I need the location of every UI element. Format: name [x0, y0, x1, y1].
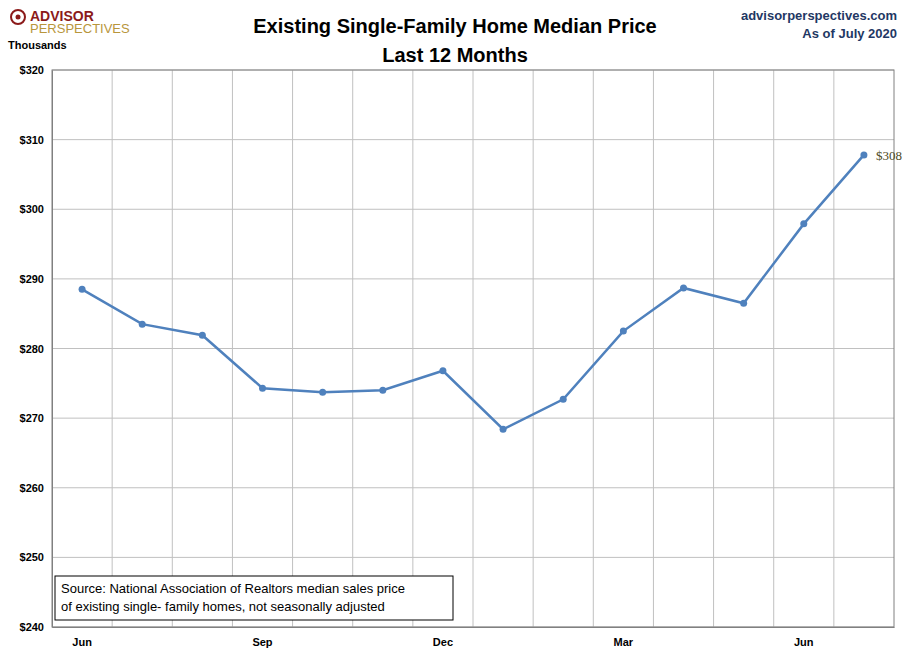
- x-grid-line: [473, 70, 474, 627]
- y-tick-label: $270: [20, 412, 44, 424]
- x-grid-line: [653, 70, 654, 627]
- y-tick: $300: [20, 203, 52, 215]
- y-tick-label: $310: [20, 134, 44, 146]
- y-tick: $250: [20, 551, 52, 563]
- y-tick-label: $300: [20, 203, 44, 215]
- x-grid-line: [773, 70, 774, 627]
- grid: [52, 70, 894, 627]
- y-tick: $260: [20, 482, 52, 494]
- x-tick: Mar: [614, 627, 634, 648]
- y-tick-label: $280: [20, 343, 44, 355]
- y-tick: $290: [20, 273, 52, 285]
- data-point: [319, 389, 326, 396]
- x-grid-line: [713, 70, 714, 627]
- x-grid-line: [232, 70, 233, 627]
- x-tick-label: Dec: [433, 636, 453, 648]
- data-point: [800, 220, 807, 227]
- logo-icon-center: [16, 15, 21, 20]
- website: advisorperspectives.com: [741, 8, 897, 23]
- data-point: [860, 151, 867, 158]
- y-tick-label: $320: [20, 64, 44, 76]
- chart: ADVISORPERSPECTIVESThousandsExisting Sin…: [0, 0, 910, 661]
- data-point: [560, 396, 567, 403]
- y-tick-label: $260: [20, 482, 44, 494]
- y-tick: $270: [20, 412, 52, 424]
- data-point: [199, 332, 206, 339]
- marks: [79, 151, 868, 432]
- data-point: [680, 284, 687, 291]
- source-text: of existing single- family homes, not se…: [61, 599, 385, 614]
- y-tick: $310: [20, 134, 52, 146]
- y-tick: $320: [20, 64, 52, 76]
- data-point: [139, 321, 146, 328]
- x-grid-line: [833, 70, 834, 627]
- x-tick: Jun: [72, 627, 92, 648]
- data-line: [82, 155, 864, 429]
- x-tick-label: Mar: [614, 636, 634, 648]
- x-grid-line: [172, 70, 173, 627]
- source-text: Source: National Association of Realtors…: [61, 581, 405, 596]
- data-point: [259, 385, 266, 392]
- y-tick: $280: [20, 343, 52, 355]
- data-label: $308: [876, 148, 902, 163]
- x-grid-line: [412, 70, 413, 627]
- date-note: As of July 2020: [802, 26, 897, 41]
- y-tick: $240: [20, 621, 52, 633]
- x-tick: Sep: [252, 627, 272, 648]
- y-axis-title: Thousands: [8, 39, 67, 51]
- x-tick: Jun: [794, 627, 814, 648]
- source-box: [55, 576, 453, 620]
- data-point: [740, 300, 747, 307]
- x-axis: Jun Sep Dec Mar Jun: [53, 627, 895, 648]
- y-tick-label: $250: [20, 551, 44, 563]
- data-point: [620, 328, 627, 335]
- title: Existing Single-Family Home Median Price: [253, 15, 656, 37]
- plot-area: [52, 70, 894, 627]
- data-point: [439, 367, 446, 374]
- logo-text: PERSPECTIVES: [30, 21, 130, 36]
- x-tick-label: Jun: [794, 636, 814, 648]
- y-tick-label: $290: [20, 273, 44, 285]
- y-axis: $240 $250 $260 $270 $280 $290 $300 $310 $320: [20, 64, 53, 633]
- x-tick-label: Jun: [72, 636, 92, 648]
- data-point: [79, 286, 86, 293]
- data-point: [379, 387, 386, 394]
- x-tick: Dec: [433, 627, 453, 648]
- x-grid-line: [533, 70, 534, 627]
- x-grid-line: [352, 70, 353, 627]
- logo-icon: [11, 10, 25, 24]
- plot-frame: [52, 70, 894, 627]
- y-tick-label: $240: [20, 621, 44, 633]
- subtitle: Last 12 Months: [382, 44, 528, 66]
- x-grid-line: [593, 70, 594, 627]
- data-point: [500, 426, 507, 433]
- x-grid-line: [292, 70, 293, 627]
- x-tick-label: Sep: [252, 636, 272, 648]
- x-grid-line: [112, 70, 113, 627]
